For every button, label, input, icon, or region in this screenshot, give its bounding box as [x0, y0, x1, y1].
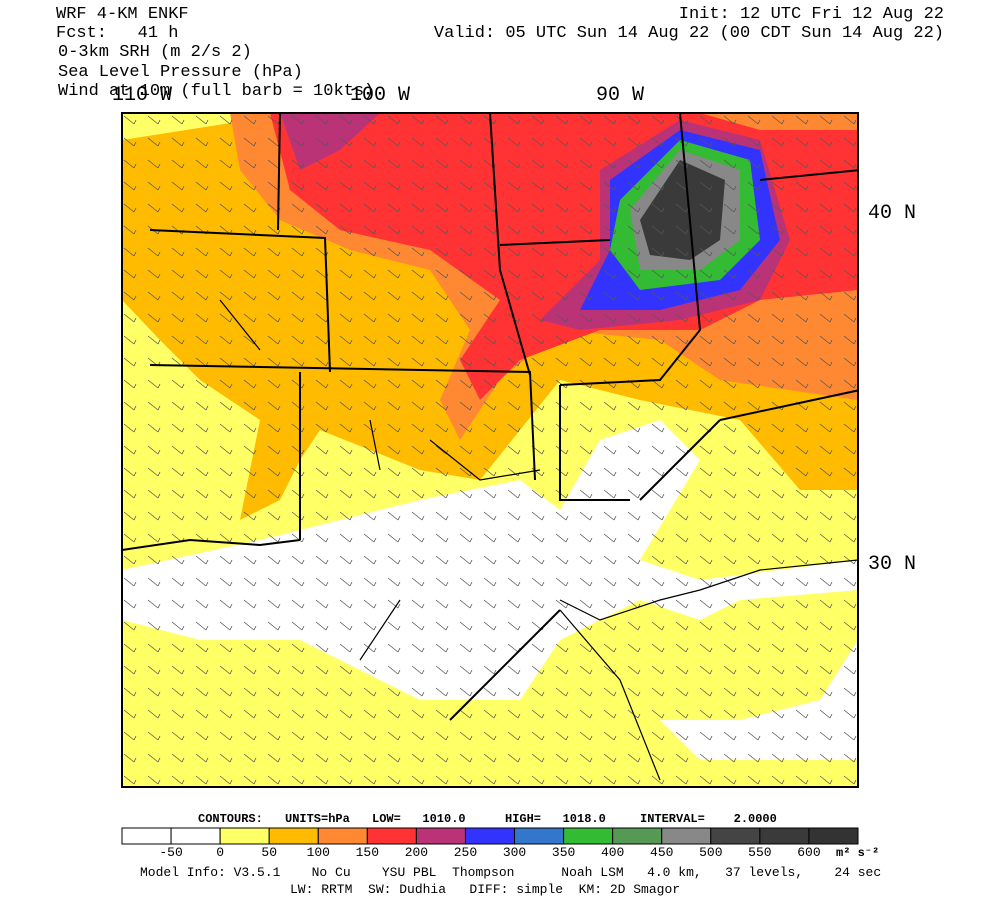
header-line: Sea Level Pressure (hPa) — [58, 63, 303, 82]
colorbar: -50 0 50 100 150 200 250 300 350 400 450 500 550 600 — [121, 827, 859, 860]
colorbar-label: 200 — [405, 845, 428, 860]
color-swatch — [415, 827, 466, 845]
valid-time: Valid: 05 UTC Sun 14 Aug 22 (00 CDT Sun … — [434, 24, 944, 43]
color-swatch — [612, 827, 663, 845]
colorbar-label: 500 — [699, 845, 722, 860]
header-line: Wind at 10m (full barb = 10kts) — [58, 82, 374, 101]
contour-info: HIGH= 1018.0 — [505, 812, 606, 826]
colorbar-label: 450 — [650, 845, 673, 860]
colorbar-label: 100 — [307, 845, 330, 860]
color-swatch — [710, 827, 761, 845]
header-line: Fcst: 41 h — [56, 24, 178, 43]
colorbar-label: 350 — [552, 845, 575, 860]
lon-label: 90 W — [596, 84, 644, 107]
colorbar-label: 250 — [454, 845, 477, 860]
contour-info: CONTOURS: — [198, 812, 263, 826]
contour-info: LOW= 1010.0 — [372, 812, 466, 826]
lat-label: 40 N — [868, 202, 916, 225]
map-frame — [121, 112, 859, 788]
color-swatch — [268, 827, 319, 845]
contour-info: UNITS=hPa — [285, 812, 350, 826]
colorbar-label: -50 — [159, 845, 182, 860]
color-swatch — [808, 827, 859, 845]
color-swatch — [563, 827, 614, 845]
colorbar-label: 0 — [216, 845, 224, 860]
init-time: Init: 12 UTC Fri 12 Aug 22 — [679, 5, 944, 24]
color-swatch — [219, 827, 270, 845]
colorbar-label: 550 — [748, 845, 771, 860]
footer-line: Model Info: V3.5.1 No Cu YSU PBL Thompso… — [140, 865, 881, 880]
lon-label: 110 W — [112, 84, 172, 107]
color-swatch — [514, 827, 565, 845]
colorbar-units: m² s⁻² — [836, 846, 879, 860]
color-swatch — [317, 827, 368, 845]
colorbar-label: 300 — [503, 845, 526, 860]
color-swatch — [366, 827, 417, 845]
colorbar-label: 400 — [601, 845, 624, 860]
lon-label: 100 W — [350, 84, 410, 107]
color-swatch — [121, 827, 172, 845]
lat-label: 30 N — [868, 553, 916, 576]
contour-info: INTERVAL= 2.0000 — [640, 812, 777, 826]
colorbar-label: 150 — [356, 845, 379, 860]
footer-line: LW: RRTM SW: Dudhia DIFF: simple KM: 2D … — [290, 882, 680, 897]
color-swatch — [759, 827, 810, 845]
color-swatch — [170, 827, 221, 845]
colorbar-label: 50 — [261, 845, 277, 860]
header-line: 0-3km SRH (m 2/s 2) — [58, 43, 252, 62]
color-swatch — [661, 827, 712, 845]
header-line: WRF 4-KM ENKF — [56, 5, 189, 24]
colorbar-label: 600 — [797, 845, 820, 860]
color-swatch — [464, 827, 516, 845]
map — [122, 113, 858, 787]
